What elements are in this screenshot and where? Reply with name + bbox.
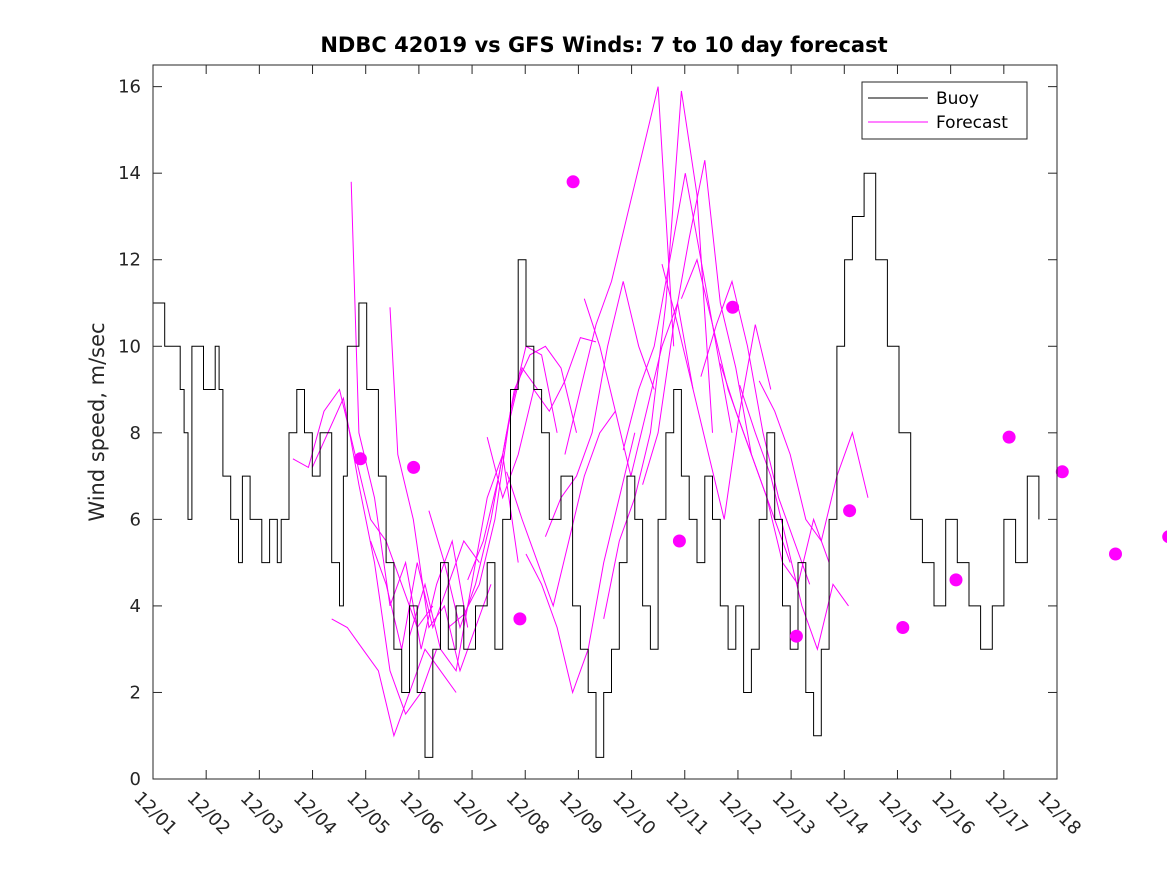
y-tick-label: 4 [130,596,141,617]
forecast-marker [1002,430,1016,444]
forecast-marker [1055,465,1069,479]
forecast-line [447,345,558,628]
plot-frame [152,64,1058,780]
y-tick-label: 6 [130,509,141,530]
y-tick-label: 12 [118,250,141,271]
forecast-marker [726,300,740,314]
legend: Buoy Forecast [861,81,1028,140]
forecast-marker [949,573,963,587]
forecast-line [370,539,480,650]
buoy-line [153,172,1040,758]
legend-buoy-label: Buoy [936,89,979,109]
forecast-line [467,345,577,581]
forecast-marker [407,460,421,474]
forecast-line [525,432,636,695]
forecast-line [331,618,457,738]
forecast-marker [513,612,527,626]
forecast-line [642,160,752,485]
forecast-line [544,281,655,537]
forecast-line [506,410,616,608]
forecast-marker [1162,530,1167,543]
y-axis-label: Wind speed, m/sec [85,322,109,521]
forecast-marker [896,621,910,634]
plot-area [153,86,1167,758]
forecast-line [739,385,849,651]
forecast-line [564,86,675,455]
chart-title: NDBC 42019 vs GFS Winds: 7 to 10 day for… [320,33,887,57]
forecast-line [311,396,438,716]
y-tick-label: 10 [118,336,141,357]
forecast-marker [672,534,686,548]
y-tick-label: 8 [130,423,141,444]
legend-box [861,81,1028,140]
forecast-line [719,363,830,586]
y-tick-label: 2 [130,682,141,703]
forecast-line [661,263,772,520]
forecast-marker [789,629,803,643]
y-tick-label: 14 [118,163,141,184]
forecast-line [700,279,811,585]
forecast-marker [843,504,857,518]
forecast-marker [1109,547,1122,561]
y-tick-label: 16 [118,77,141,98]
legend-forecast-label: Forecast [936,113,1008,133]
forecast-line [583,298,694,477]
y-tick-label: 0 [130,769,141,790]
forecast-marker [353,452,367,466]
forecast-line [758,380,869,543]
forecast-line [603,90,713,619]
forecast-line [389,307,492,673]
forecast-marker [566,175,580,189]
